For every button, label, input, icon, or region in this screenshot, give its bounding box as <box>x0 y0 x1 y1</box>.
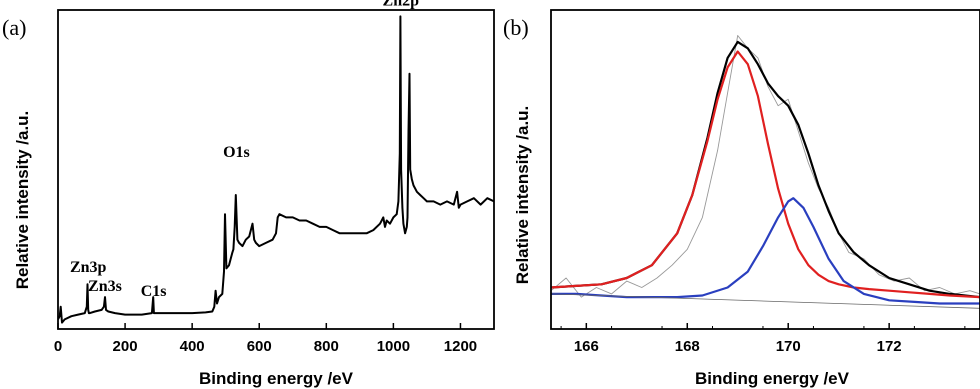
series-line-b-1 <box>551 40 980 299</box>
peak-label: Zn2p <box>383 0 420 10</box>
plot-area-a: 0 200 400 600 800 1000 1200 Zn3p Zn3s C1s O1s Zn2p <box>54 0 495 355</box>
x-axis-title-b: Binding energy /eV <box>695 369 850 388</box>
series-line-b-2 <box>551 50 980 299</box>
panel-label-a: (a) <box>2 15 26 40</box>
peak-label: C1s <box>141 283 167 300</box>
x-tick-label: 800 <box>314 338 339 355</box>
series-line-b-4 <box>551 293 980 309</box>
y-axis-title-a: Relative intensity /a.u. <box>13 111 32 290</box>
x-tick-label: 0 <box>54 338 62 355</box>
series-line-b-3 <box>551 197 980 305</box>
series-line-a-0 <box>58 15 494 324</box>
x-tick-label: 166 <box>574 338 599 355</box>
y-axis-title-b: Relative intensity /a.u. <box>513 106 532 285</box>
x-tick-label: 400 <box>180 338 205 355</box>
peak-label: O1s <box>223 144 250 161</box>
series-line-b-0 <box>551 35 980 298</box>
x-tick-label: 172 <box>877 338 902 355</box>
x-tick-label: 600 <box>247 338 272 355</box>
plot-frame <box>550 9 980 330</box>
chart-panel-b: (b) Relative intensity /a.u. Binding ene… <box>503 9 980 388</box>
x-tick-label: 1200 <box>444 338 477 355</box>
chart-panel-a: (a) Relative intensity /a.u. Binding ene… <box>2 0 495 388</box>
panel-label-b: (b) <box>503 15 529 40</box>
plot-frame <box>57 9 495 330</box>
x-tick-label: 168 <box>675 338 700 355</box>
plot-area-b: 166 168 170 172 <box>550 9 980 355</box>
peak-label: Zn3s <box>88 278 122 295</box>
x-tick-label: 1000 <box>377 338 410 355</box>
x-tick-label: 170 <box>776 338 801 355</box>
peak-label: Zn3p <box>70 259 107 276</box>
x-axis-title-a: Binding energy /eV <box>199 369 354 388</box>
x-tick-label: 200 <box>113 338 138 355</box>
